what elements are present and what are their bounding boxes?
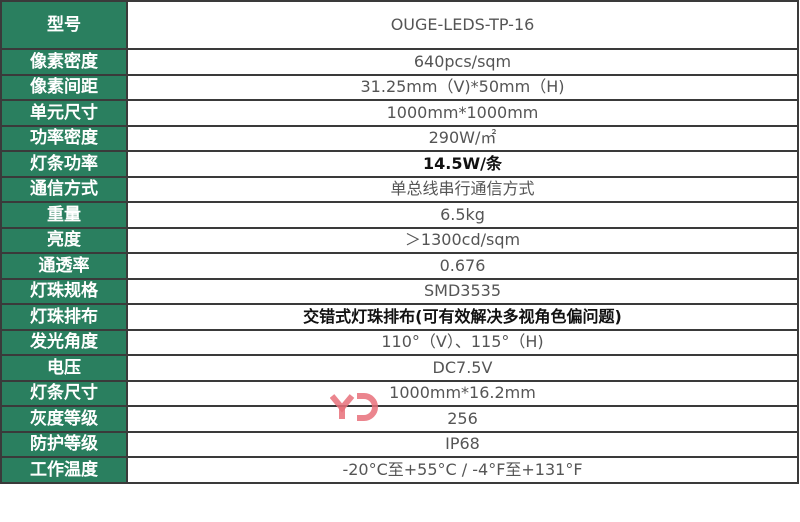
table-row: 工作温度 -20°C至+55°C / -4°F至+131°F [0,456,799,484]
row-value: 交错式灯珠排布(可有效解决多视角色偏问题) [126,303,799,331]
row-value: OUGE-LEDS-TP-16 [126,0,799,50]
row-label: 灰度等级 [0,405,128,433]
row-label: 功率密度 [0,124,128,152]
row-label: 通透率 [0,252,128,280]
row-label: 像素密度 [0,48,128,76]
row-value: IP68 [126,430,799,458]
row-label: 灯珠规格 [0,277,128,305]
row-value: 1000mm*16.2mm [126,379,799,407]
table-row: 灰度等级 256 [0,405,799,433]
row-value: 31.25mm（V)*50mm（H) [126,73,799,101]
table-row: 功率密度 290W/㎡ [0,124,799,152]
row-value: 0.676 [126,252,799,280]
row-value: 640pcs/sqm [126,48,799,76]
row-label: 单元尺寸 [0,99,128,127]
table-row: 防护等级 IP68 [0,430,799,458]
row-value: -20°C至+55°C / -4°F至+131°F [126,456,799,484]
table-row: 通信方式 单总线串行通信方式 [0,175,799,203]
table-row: 电压 DC7.5V [0,354,799,382]
row-label: 重量 [0,201,128,229]
table-row: 像素间距 31.25mm（V)*50mm（H) [0,73,799,101]
table-row: 通透率 0.676 [0,252,799,280]
row-value: SMD3535 [126,277,799,305]
table-row: 重量 6.5kg [0,201,799,229]
table-row: 灯条尺寸 1000mm*16.2mm [0,379,799,407]
row-label: 通信方式 [0,175,128,203]
spec-table: 型号 OUGE-LEDS-TP-16 像素密度 640pcs/sqm 像素间距 31.… [0,0,799,484]
row-label: 灯条尺寸 [0,379,128,407]
row-label: 电压 [0,354,128,382]
row-label: 灯珠排布 [0,303,128,331]
row-value: 6.5kg [126,201,799,229]
table-row: 单元尺寸 1000mm*1000mm [0,99,799,127]
row-label: 工作温度 [0,456,128,484]
row-label: 亮度 [0,226,128,254]
row-value: 1000mm*1000mm [126,99,799,127]
table-row: 灯珠排布 交错式灯珠排布(可有效解决多视角色偏问题) [0,303,799,331]
table-row: 像素密度 640pcs/sqm [0,48,799,76]
row-label: 灯条功率 [0,150,128,178]
row-value: 110°（V）、115°（H) [126,328,799,356]
row-value: ＞1300cd/sqm [126,226,799,254]
yd-watermark-logo [330,393,378,421]
row-value: DC7.5V [126,354,799,382]
row-value: 14.5W/条 [126,150,799,178]
row-value: 单总线串行通信方式 [126,175,799,203]
table-row: 灯条功率 14.5W/条 [0,150,799,178]
table-row: 亮度 ＞1300cd/sqm [0,226,799,254]
row-label: 防护等级 [0,430,128,458]
table-row-model: 型号 OUGE-LEDS-TP-16 [0,0,799,50]
table-row: 灯珠规格 SMD3535 [0,277,799,305]
row-label: 像素间距 [0,73,128,101]
row-value: 256 [126,405,799,433]
table-row: 发光角度 110°（V）、115°（H) [0,328,799,356]
row-label: 型号 [0,0,128,50]
row-label: 发光角度 [0,328,128,356]
row-value: 290W/㎡ [126,124,799,152]
